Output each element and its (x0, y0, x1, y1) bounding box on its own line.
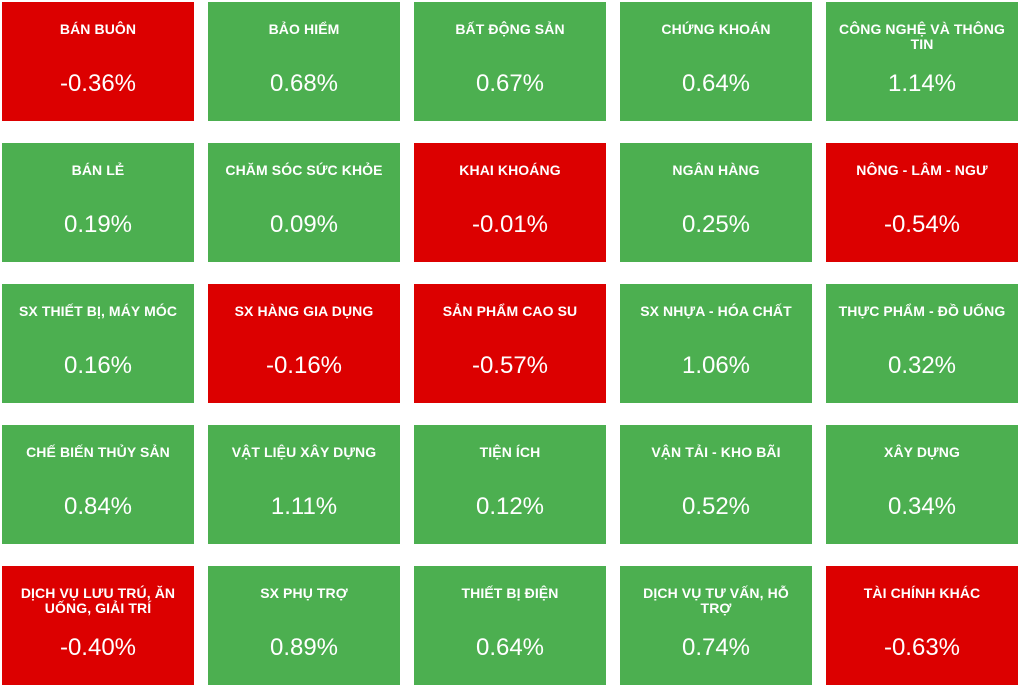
sector-name: SX PHỤ TRỢ (260, 585, 348, 601)
sector-name: BÁN LẺ (71, 162, 125, 178)
sector-change-percent: -0.36% (59, 70, 137, 97)
sector-tile[interactable]: BẢO HIỂM 0.68% (208, 2, 400, 121)
sector-tile[interactable]: NGÂN HÀNG 0.25% (620, 143, 812, 262)
sector-change-percent: -0.57% (471, 352, 549, 379)
sector-change-percent: 1.11% (270, 493, 338, 520)
sector-change-percent: 0.19% (63, 211, 133, 238)
sector-name: THỰC PHẨM - ĐỒ UỐNG (838, 303, 1006, 319)
sector-change-percent: 0.52% (681, 493, 751, 520)
sector-tile[interactable]: BÁN LẺ 0.19% (2, 143, 194, 262)
sector-change-percent: 0.12% (475, 493, 545, 520)
sector-name: CHẾ BIẾN THỦY SẢN (26, 444, 170, 460)
sector-change-percent: 0.25% (681, 211, 751, 238)
sector-change-percent: 0.67% (475, 70, 545, 97)
sector-name: SX NHỰA - HÓA CHẤT (640, 303, 792, 319)
sector-tile[interactable]: THỰC PHẨM - ĐỒ UỐNG 0.32% (826, 284, 1018, 403)
sector-tile[interactable]: KHAI KHOÁNG -0.01% (414, 143, 606, 262)
sector-name: TIỆN ÍCH (479, 444, 541, 460)
sector-name: VẬN TẢI - KHO BÃI (651, 444, 781, 460)
sector-tile[interactable]: SX PHỤ TRỢ 0.89% (208, 566, 400, 685)
sector-change-percent: 0.34% (887, 493, 957, 520)
sector-name: BÁN BUÔN (59, 21, 137, 37)
sector-name: NGÂN HÀNG (672, 162, 760, 178)
sector-name: DỊCH VỤ LƯU TRÚ, ĂN UỐNG, GIẢI TRÍ (20, 585, 176, 616)
sector-name: DỊCH VỤ TƯ VẤN, HỖ TRỢ (643, 585, 789, 616)
sector-tile[interactable]: CHỨNG KHOÁN 0.64% (620, 2, 812, 121)
sector-name: CÔNG NGHỆ VÀ THÔNG TIN (839, 21, 1005, 52)
sector-tile[interactable]: SẢN PHẨM CAO SU -0.57% (414, 284, 606, 403)
sector-name: CHỨNG KHOÁN (661, 21, 771, 37)
sector-change-percent: 0.64% (475, 634, 545, 661)
sector-change-percent: 1.14% (887, 70, 957, 97)
sector-change-percent: 0.09% (269, 211, 339, 238)
sector-tile[interactable]: CÔNG NGHỆ VÀ THÔNG TIN 1.14% (826, 2, 1018, 121)
sector-tile[interactable]: CHẾ BIẾN THỦY SẢN 0.84% (2, 425, 194, 544)
sector-tile[interactable]: XÂY DỰNG 0.34% (826, 425, 1018, 544)
sector-name: BẤT ĐỘNG SẢN (455, 21, 565, 37)
sector-name: VẬT LIỆU XÂY DỰNG (231, 444, 377, 460)
sector-change-percent: -0.01% (471, 211, 549, 238)
sector-tile[interactable]: BẤT ĐỘNG SẢN 0.67% (414, 2, 606, 121)
sector-tile[interactable]: DỊCH VỤ TƯ VẤN, HỖ TRỢ 0.74% (620, 566, 812, 685)
sector-tile[interactable]: NÔNG - LÂM - NGƯ -0.54% (826, 143, 1018, 262)
sector-change-percent: 0.74% (681, 634, 751, 661)
sector-change-percent: 0.68% (269, 70, 339, 97)
sector-tile[interactable]: VẬN TẢI - KHO BÃI 0.52% (620, 425, 812, 544)
sector-tile[interactable]: TIỆN ÍCH 0.12% (414, 425, 606, 544)
sector-tile[interactable]: SX NHỰA - HÓA CHẤT 1.06% (620, 284, 812, 403)
sector-tile[interactable]: THIẾT BỊ ĐIỆN 0.64% (414, 566, 606, 685)
sector-change-percent: -0.40% (59, 634, 137, 661)
sector-change-percent: 0.89% (269, 634, 339, 661)
sector-tile[interactable]: SX THIẾT BỊ, MÁY MÓC 0.16% (2, 284, 194, 403)
sector-tile[interactable]: SX HÀNG GIA DỤNG -0.16% (208, 284, 400, 403)
sector-tile[interactable]: TÀI CHÍNH KHÁC -0.63% (826, 566, 1018, 685)
sector-change-percent: -0.16% (265, 352, 343, 379)
sector-name: BẢO HIỂM (268, 21, 340, 37)
sector-change-percent: 0.64% (681, 70, 751, 97)
sector-tile[interactable]: CHĂM SÓC SỨC KHỎE 0.09% (208, 143, 400, 262)
sector-name: NÔNG - LÂM - NGƯ (856, 162, 988, 178)
sector-tile[interactable]: BÁN BUÔN -0.36% (2, 2, 194, 121)
sector-name: XÂY DỰNG (884, 444, 960, 460)
sector-tile[interactable]: DỊCH VỤ LƯU TRÚ, ĂN UỐNG, GIẢI TRÍ -0.40… (2, 566, 194, 685)
sector-change-percent: -0.54% (883, 211, 961, 238)
sector-change-percent: 0.32% (887, 352, 957, 379)
sector-change-percent: -0.63% (883, 634, 961, 661)
sector-name: SX THIẾT BỊ, MÁY MÓC (18, 303, 178, 319)
sector-name: CHĂM SÓC SỨC KHỎE (225, 162, 383, 178)
sector-name: KHAI KHOÁNG (459, 162, 561, 178)
sector-tile[interactable]: VẬT LIỆU XÂY DỰNG 1.11% (208, 425, 400, 544)
sector-name: SX HÀNG GIA DỤNG (234, 303, 374, 319)
sector-name: THIẾT BỊ ĐIỆN (461, 585, 559, 601)
sector-change-percent: 1.06% (681, 352, 751, 379)
sector-name: TÀI CHÍNH KHÁC (863, 585, 981, 601)
sector-change-percent: 0.16% (63, 352, 133, 379)
sector-name: SẢN PHẨM CAO SU (442, 303, 578, 319)
sector-change-percent: 0.84% (63, 493, 133, 520)
